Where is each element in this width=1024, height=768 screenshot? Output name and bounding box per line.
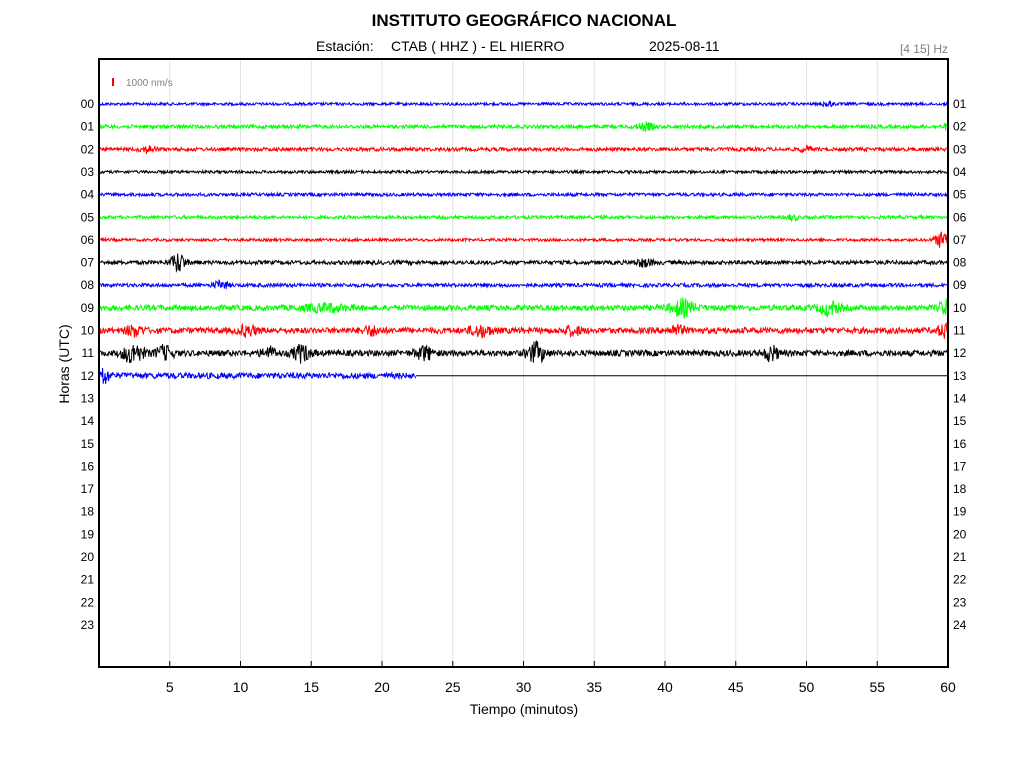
- right-hour-label: 24: [953, 618, 967, 632]
- right-hour-label: 06: [953, 210, 967, 224]
- trace-hour-07: [98, 253, 948, 273]
- right-hour-label: 03: [953, 142, 967, 156]
- left-hour-label: 00: [81, 97, 95, 111]
- station-label: Estación:: [316, 38, 374, 54]
- station-name: CTAB ( HHZ ) - EL HIERRO: [391, 38, 565, 54]
- x-tick-label: 55: [869, 679, 885, 695]
- right-hour-label: 16: [953, 437, 967, 451]
- left-hour-label: 19: [81, 527, 95, 541]
- left-hour-label: 08: [81, 278, 95, 292]
- right-hour-label: 14: [953, 391, 967, 405]
- x-tick-label: 10: [233, 679, 249, 695]
- trace-hour-11: [98, 340, 948, 364]
- right-hour-label: 10: [953, 301, 967, 315]
- right-hour-label: 19: [953, 505, 967, 519]
- x-tick-marks: [169, 661, 949, 667]
- right-hour-label: 04: [953, 165, 967, 179]
- left-hour-label: 09: [81, 301, 95, 315]
- left-hour-label: 13: [81, 391, 95, 405]
- trace-hour-06: [98, 231, 948, 248]
- trace-hour-10: [98, 321, 948, 339]
- left-hour-label: 18: [81, 505, 95, 519]
- x-tick-label: 30: [516, 679, 532, 695]
- right-hour-label: 01: [953, 97, 967, 111]
- scale-bar: [112, 78, 114, 86]
- trace-hour-12: [98, 367, 417, 384]
- left-hour-label: 16: [81, 459, 95, 473]
- left-hour-label: 12: [81, 369, 95, 383]
- right-hour-label: 13: [953, 369, 967, 383]
- x-tick-label: 50: [799, 679, 815, 695]
- right-hour-label: 05: [953, 188, 967, 202]
- left-hour-label: 03: [81, 165, 95, 179]
- left-hour-label: 20: [81, 550, 95, 564]
- left-hour-label: 04: [81, 188, 95, 202]
- right-hour-label: 23: [953, 595, 967, 609]
- left-hour-label: 14: [81, 414, 95, 428]
- scale-bar-label: 1000 nm/s: [126, 78, 173, 89]
- right-hour-label: 12: [953, 346, 967, 360]
- left-hour-label: 01: [81, 120, 95, 134]
- left-hour-label: 07: [81, 256, 95, 270]
- trace-hour-09: [98, 297, 948, 319]
- left-hour-label: 02: [81, 142, 95, 156]
- x-tick-label: 35: [586, 679, 602, 695]
- right-hour-label: 21: [953, 550, 967, 564]
- right-hour-label: 15: [953, 414, 967, 428]
- left-hour-labels: 00 01 02 03 04 05 06 07 08 09 10 11 12 13 14 15 16 17 18 19…: [81, 97, 95, 632]
- left-hour-label: 23: [81, 618, 95, 632]
- trace-hour-01: [98, 121, 948, 132]
- x-tick-label: 5: [166, 679, 174, 695]
- right-hour-labels: 01 02 03 04 05 06 07 08 09 10 11 12 13 14 15 16 17 18 19 20…: [953, 97, 967, 632]
- left-hour-label: 06: [81, 233, 95, 247]
- trace-hour-04: [98, 191, 948, 199]
- x-tick-label: 40: [657, 679, 673, 695]
- trace-hour-05: [98, 213, 948, 223]
- right-hour-label: 07: [953, 233, 967, 247]
- left-hour-label: 22: [81, 595, 95, 609]
- left-hour-label: 15: [81, 437, 95, 451]
- left-hour-label: 11: [82, 346, 95, 360]
- right-hour-label: 11: [953, 324, 966, 338]
- trace-hour-08: [98, 279, 948, 290]
- right-hour-label: 09: [953, 278, 967, 292]
- y-axis-label: Horas (UTC): [56, 324, 72, 403]
- right-hour-label: 02: [953, 120, 967, 134]
- grid-lines: [169, 59, 878, 667]
- trace-hour-03: [98, 168, 948, 176]
- right-hour-label: 08: [953, 256, 967, 270]
- left-hour-label: 10: [81, 324, 95, 338]
- trace-hour-02: [98, 144, 948, 155]
- x-tick-label: 15: [303, 679, 319, 695]
- left-hour-label: 17: [81, 482, 95, 496]
- recording-date: 2025-08-11: [649, 38, 720, 54]
- left-hour-label: 05: [81, 210, 95, 224]
- x-tick-label: 60: [940, 679, 956, 695]
- x-tick-label: 20: [374, 679, 390, 695]
- x-tick-labels: 5 10 15 20 25 30 35 40 45 50 55 60: [166, 679, 956, 695]
- right-hour-label: 22: [953, 573, 967, 587]
- x-tick-label: 45: [728, 679, 744, 695]
- right-hour-label: 18: [953, 482, 967, 496]
- left-hour-label: 21: [81, 573, 95, 587]
- chart-title: INSTITUTO GEOGRÁFICO NACIONAL: [372, 11, 677, 30]
- x-axis-label: Tiempo (minutos): [470, 701, 578, 717]
- right-hour-label: 20: [953, 527, 967, 541]
- trace-layer: [98, 100, 948, 384]
- trace-hour-00: [98, 100, 948, 108]
- frequency-band: [4 15] Hz: [900, 42, 948, 56]
- x-tick-label: 25: [445, 679, 461, 695]
- right-hour-label: 17: [953, 459, 967, 473]
